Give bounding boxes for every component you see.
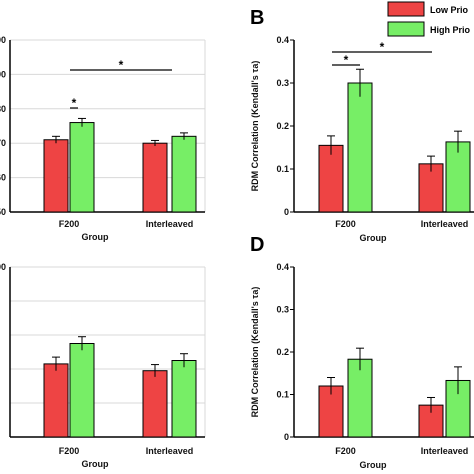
significance-star: * — [380, 40, 385, 54]
legend: Low Prio High Prio — [387, 1, 471, 37]
y-tick-label: 0.4 — [276, 262, 289, 272]
y-tick-label: 60 — [0, 173, 6, 183]
bar — [69, 122, 95, 213]
bar — [171, 135, 197, 213]
bar — [418, 163, 444, 213]
x-tick-label: F200 — [59, 446, 80, 456]
legend-label: Low Prio — [430, 5, 469, 15]
x-axis-label: Group — [82, 232, 109, 242]
bar — [43, 363, 69, 438]
chart-panel-b: 0.4 0.3 0.2 0.1 0 F200 Interleaved Group RDM Cor… — [250, 7, 474, 243]
bar — [43, 139, 69, 213]
y-tick-label: 0.2 — [276, 121, 289, 131]
y-tick-label: 90 — [0, 69, 6, 79]
bar — [171, 360, 197, 438]
significance-star: * — [72, 96, 77, 110]
x-tick-label: F200 — [335, 446, 356, 456]
x-tick-label: F200 — [59, 219, 80, 229]
bar — [142, 370, 168, 438]
x-axis-label: Group — [360, 460, 387, 470]
y-tick-label: 80 — [0, 104, 6, 114]
y-tick-label: 00 — [0, 35, 6, 45]
x-tick-label: Interleaved — [421, 219, 469, 229]
y-tick-label: 0 — [284, 207, 289, 217]
chart-panel-c: 00 F200 Interleaved Group — [0, 262, 206, 469]
y-axis-label: RDM Correlation (Kendall's τa) — [250, 61, 260, 192]
chart-panel-a: 00 90 80 70 60 50 F200 Interleaved Group * * — [0, 35, 206, 242]
legend-swatch — [387, 21, 425, 37]
y-tick-label: 0 — [284, 432, 289, 442]
bar — [445, 141, 471, 213]
x-axis-label: Group — [82, 459, 109, 469]
panel-label: B — [250, 7, 264, 29]
y-tick-label: 70 — [0, 138, 6, 148]
y-tick-label: 0.4 — [276, 35, 289, 45]
y-tick-label: 0.1 — [276, 390, 289, 400]
significance-star: * — [119, 58, 124, 72]
x-tick-label: Interleaved — [146, 446, 194, 456]
chart-panel-d: 0.4 0.3 0.2 0.1 0 F200 Interleaved Group RDM Cor… — [250, 234, 474, 470]
legend-label: High Prio — [430, 25, 471, 35]
x-tick-label: Interleaved — [146, 219, 194, 229]
bar — [142, 142, 168, 213]
bar — [318, 144, 344, 213]
y-tick-label: 0.1 — [276, 164, 289, 174]
y-tick-label: 50 — [0, 207, 6, 217]
y-axis-label: RDM Correlation (Kendall's τa) — [250, 287, 260, 418]
y-tick-label: 00 — [0, 262, 6, 272]
significance-star: * — [344, 53, 349, 67]
bar — [347, 82, 373, 213]
bar — [347, 358, 373, 438]
x-tick-label: Interleaved — [421, 446, 469, 456]
y-tick-label: 0.2 — [276, 347, 289, 357]
y-tick-label: 0.3 — [276, 78, 289, 88]
legend-swatch — [387, 1, 425, 17]
bar — [69, 343, 95, 438]
x-tick-label: F200 — [335, 219, 356, 229]
x-axis-label: Group — [360, 233, 387, 243]
panel-label: D — [250, 234, 264, 256]
y-tick-label: 0.3 — [276, 305, 289, 315]
